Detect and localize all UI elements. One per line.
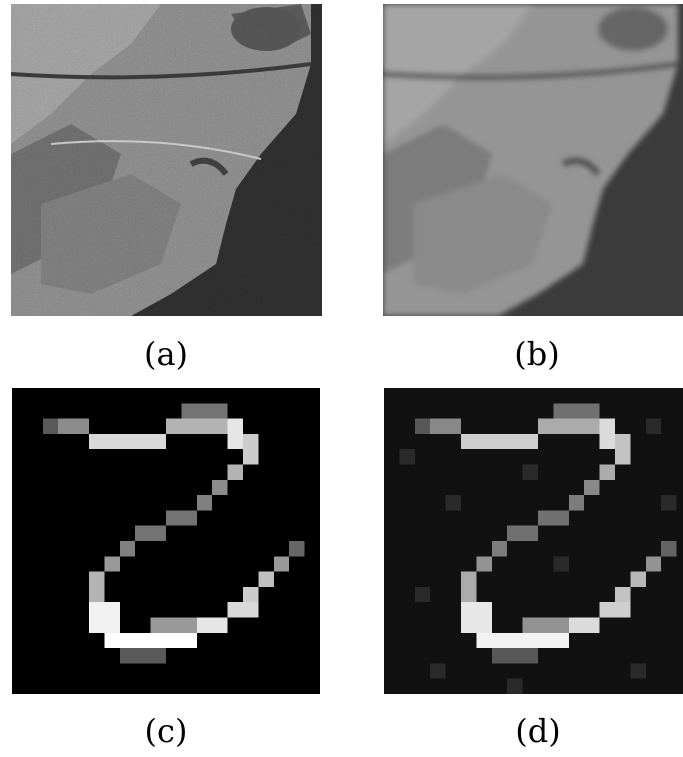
digit-image-degraded — [384, 388, 683, 694]
digit-image-original — [12, 388, 320, 694]
caption-c: (c) — [144, 712, 188, 750]
aerial-image-original — [11, 4, 322, 316]
aerial-image-degraded — [383, 4, 683, 316]
caption-b: (b) — [514, 335, 560, 373]
caption-d: (d) — [515, 712, 561, 750]
caption-a: (a) — [143, 335, 189, 373]
